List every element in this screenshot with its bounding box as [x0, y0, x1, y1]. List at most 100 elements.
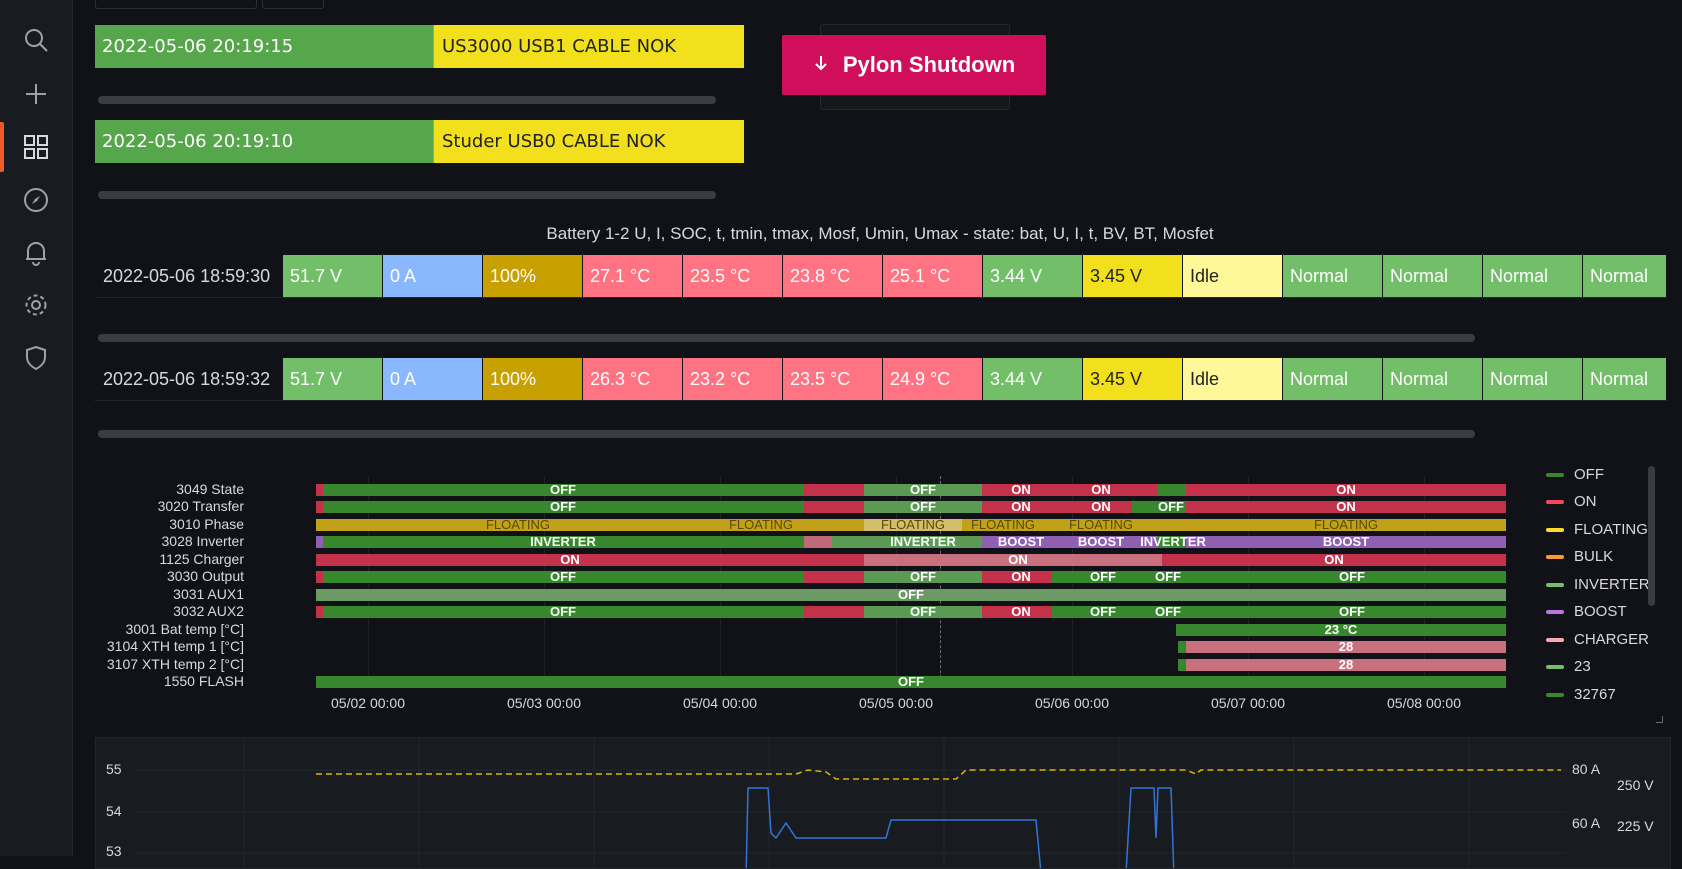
- timeline-segment: [1186, 536, 1506, 548]
- legend-swatch: [1546, 609, 1564, 614]
- segment-label: OFF: [910, 569, 936, 584]
- legend-label: BOOST: [1574, 603, 1627, 620]
- bell-icon[interactable]: [20, 237, 52, 269]
- segment-label: FLOATING: [485, 517, 551, 532]
- segment-label: OFF: [910, 604, 936, 619]
- legend-scrollbar[interactable]: [1648, 466, 1655, 606]
- search-icon[interactable]: [20, 24, 52, 56]
- y-tick-label-right: 225 V: [1617, 818, 1654, 834]
- timeline-track: 28: [316, 639, 1506, 654]
- segment-label: ON: [1336, 482, 1356, 497]
- gear-icon[interactable]: [20, 289, 52, 321]
- pylon-shutdown-button[interactable]: Pylon Shutdown: [782, 35, 1046, 95]
- segment-label: ON: [1011, 482, 1031, 497]
- legend-label: 32767: [1574, 686, 1616, 703]
- timeline-segment: [804, 571, 864, 583]
- legend-label: CHARGER: [1574, 631, 1650, 648]
- x-tick-label: 05/03 00:00: [507, 695, 581, 711]
- y-tick-label-right: 250 V: [1617, 777, 1654, 793]
- shield-icon[interactable]: [20, 342, 52, 374]
- segment-label: OFF: [1090, 604, 1116, 619]
- timeline-track: FLOATING FLOATING FLOATING FLOATING FLOA…: [316, 517, 1506, 532]
- segment-label: OFF: [550, 604, 576, 619]
- legend-item[interactable]: FLOATING: [1546, 521, 1648, 538]
- battery-cell: 23.2 °C: [683, 358, 783, 400]
- timeline-segment: [316, 676, 1506, 688]
- timeline-row-label: 3049 State: [176, 481, 244, 497]
- timeline-segment: [316, 571, 323, 583]
- segment-label: OFF: [1339, 569, 1365, 584]
- battery-cell: 27.1 °C: [583, 255, 683, 297]
- alarm-time: 2022-05-06 20:19:15: [95, 25, 433, 68]
- timeline-track: 28: [316, 657, 1506, 672]
- timeline-row-label: 1125 Charger: [159, 551, 244, 567]
- legend-item[interactable]: OFF: [1546, 466, 1604, 483]
- plus-icon[interactable]: [20, 78, 52, 110]
- horizontal-scrollbar[interactable]: [98, 96, 716, 104]
- segment-label: ON: [1091, 499, 1111, 514]
- segment-label: OFF: [1339, 604, 1365, 619]
- timeline-segment: [316, 484, 323, 496]
- timeline-segment: [804, 484, 864, 496]
- timeline-track: OFF OFF ON ON OFF ON: [316, 499, 1506, 514]
- timeline-track: OFF OFF ON OFF OFF OFF: [316, 569, 1506, 584]
- horizontal-scrollbar[interactable]: [98, 191, 716, 199]
- battery-cell: 25.1 °C: [883, 255, 983, 297]
- x-tick-label: 05/07 00:00: [1211, 695, 1285, 711]
- segment-label: OFF: [1155, 569, 1181, 584]
- timeline-track: 23 °C: [316, 622, 1506, 637]
- legend-label: 23: [1574, 658, 1591, 675]
- battery-cell: Normal: [1583, 255, 1667, 297]
- legend-swatch: [1546, 499, 1564, 504]
- timeline-segment: [864, 519, 962, 531]
- resize-handle[interactable]: [1656, 716, 1663, 723]
- compass-icon[interactable]: [20, 184, 52, 216]
- legend-item[interactable]: 32767: [1546, 686, 1616, 703]
- legend-swatch: [1546, 472, 1564, 477]
- segment-label: OFF: [1158, 499, 1184, 514]
- timeline-segment: [982, 501, 1132, 513]
- power-chart: [136, 738, 1566, 868]
- legend-item[interactable]: BULK: [1546, 548, 1613, 565]
- legend-item[interactable]: CHARGER: [1546, 631, 1649, 648]
- timeline-segment: [323, 484, 804, 496]
- timeline-segment: [864, 484, 982, 496]
- timeline-track: INVERTER INVERTER BOOST BOOST INVERTER B…: [316, 534, 1506, 549]
- battery-cell: Normal: [1283, 255, 1383, 297]
- battery-cell: Idle: [1183, 358, 1283, 400]
- dashboards-icon[interactable]: [20, 131, 52, 163]
- battery-cell: 24.9 °C: [883, 358, 983, 400]
- segment-label: ON: [1011, 569, 1031, 584]
- segment-label: OFF: [898, 587, 924, 602]
- horizontal-scrollbar[interactable]: [98, 334, 1475, 342]
- y-tick-label: 55: [106, 761, 122, 777]
- timeline-row-label: 3030 Output: [166, 568, 244, 584]
- y-tick-label: 54: [106, 803, 122, 819]
- legend-item[interactable]: 23: [1546, 658, 1591, 675]
- x-tick-label: 05/05 00:00: [859, 695, 933, 711]
- legend-item[interactable]: ON: [1546, 493, 1597, 510]
- timeline-segment: [1178, 659, 1186, 671]
- y-tick-label-right: 60 A: [1572, 815, 1601, 831]
- battery-row: 2022-05-06 18:59:30 51.7 V 0 A 100% 27.1…: [95, 255, 1667, 298]
- timeline-row-label: 3104 XTH temp 1 [°C]: [106, 638, 244, 654]
- x-tick-label: 05/04 00:00: [683, 695, 757, 711]
- timeline-segment: [1052, 606, 1506, 618]
- horizontal-scrollbar[interactable]: [98, 430, 1475, 438]
- y-tick-label-right: 80 A: [1572, 761, 1601, 777]
- legend-label: BULK: [1574, 548, 1614, 565]
- battery-cell: 3.44 V: [983, 358, 1083, 400]
- legend-item[interactable]: BOOST: [1546, 603, 1627, 620]
- battery-cell: 0 A: [383, 255, 483, 297]
- legend-item[interactable]: INVERTER: [1546, 576, 1650, 593]
- segment-label: FLOATING: [728, 517, 794, 532]
- timeline-track: OFF: [316, 587, 1506, 602]
- timeline-segment: [982, 536, 1158, 548]
- y-tick-label: 53: [106, 843, 122, 859]
- timeline-segment: [323, 536, 804, 548]
- segment-label: 28: [1338, 639, 1354, 654]
- battery-cell: 100%: [483, 358, 583, 400]
- timeline-segment: [1176, 624, 1506, 636]
- battery-cell: 23.5 °C: [683, 255, 783, 297]
- timeline-track: OFF: [316, 674, 1506, 689]
